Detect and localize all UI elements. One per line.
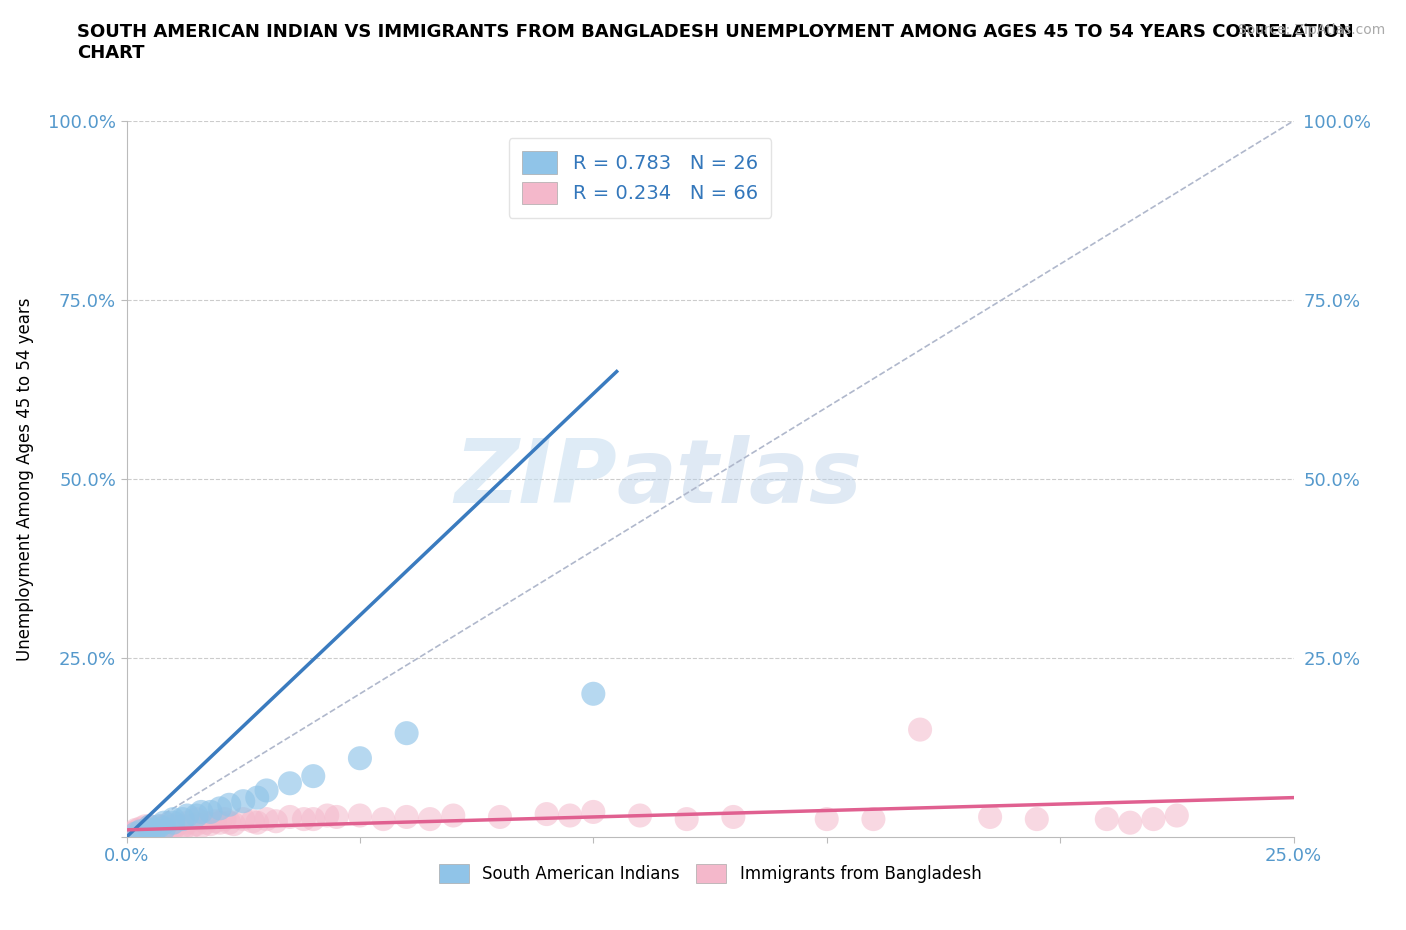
Point xyxy=(129,821,152,836)
Point xyxy=(628,808,651,823)
Point xyxy=(582,686,605,701)
Point xyxy=(349,808,371,823)
Point xyxy=(134,824,156,839)
Point xyxy=(979,809,1001,824)
Point xyxy=(302,812,325,827)
Point xyxy=(1166,808,1188,823)
Point xyxy=(1119,816,1142,830)
Point xyxy=(172,812,194,827)
Point xyxy=(139,826,162,841)
Point xyxy=(153,816,176,830)
Point xyxy=(292,812,315,827)
Point xyxy=(139,822,162,837)
Point xyxy=(134,818,156,833)
Point xyxy=(395,725,418,740)
Point xyxy=(139,818,162,833)
Point xyxy=(582,804,605,819)
Point xyxy=(536,806,558,821)
Point xyxy=(172,822,194,837)
Point xyxy=(176,808,198,823)
Point xyxy=(194,816,217,830)
Point xyxy=(208,801,231,816)
Point xyxy=(176,816,198,830)
Point xyxy=(675,812,697,827)
Point xyxy=(218,797,240,812)
Point xyxy=(157,817,180,831)
Point xyxy=(200,804,222,819)
Point xyxy=(190,818,212,833)
Point xyxy=(129,826,152,841)
Point xyxy=(256,812,278,827)
Point xyxy=(139,822,162,837)
Point xyxy=(1095,812,1118,827)
Point xyxy=(222,817,245,831)
Point xyxy=(723,809,745,824)
Point xyxy=(302,769,325,784)
Text: SOUTH AMERICAN INDIAN VS IMMIGRANTS FROM BANGLADESH UNEMPLOYMENT AMONG AGES 45 T: SOUTH AMERICAN INDIAN VS IMMIGRANTS FROM… xyxy=(77,23,1354,62)
Point xyxy=(186,808,208,823)
Point xyxy=(242,814,264,829)
Point xyxy=(1142,812,1164,827)
Point xyxy=(162,816,184,830)
Point xyxy=(157,822,180,837)
Point xyxy=(218,816,240,830)
Point xyxy=(349,751,371,765)
Point xyxy=(125,822,148,837)
Point xyxy=(134,826,156,841)
Point xyxy=(214,812,236,827)
Point xyxy=(143,824,166,839)
Point xyxy=(908,722,931,737)
Text: Source: ZipAtlas.com: Source: ZipAtlas.com xyxy=(1237,23,1385,37)
Legend: South American Indians, Immigrants from Bangladesh: South American Indians, Immigrants from … xyxy=(432,857,988,889)
Point xyxy=(120,826,142,841)
Point xyxy=(232,794,254,809)
Point xyxy=(148,818,170,833)
Text: atlas: atlas xyxy=(617,435,862,523)
Point xyxy=(162,818,184,833)
Point xyxy=(200,817,222,831)
Point xyxy=(143,822,166,837)
Point xyxy=(153,818,176,833)
Point xyxy=(815,812,838,827)
Point xyxy=(558,808,581,823)
Point xyxy=(278,809,301,824)
Point xyxy=(143,821,166,836)
Point xyxy=(1025,812,1047,827)
Y-axis label: Unemployment Among Ages 45 to 54 years: Unemployment Among Ages 45 to 54 years xyxy=(17,298,34,660)
Point xyxy=(186,817,208,831)
Point xyxy=(125,826,148,841)
Point xyxy=(325,809,347,824)
Point xyxy=(395,809,418,824)
Point xyxy=(186,812,208,827)
Point xyxy=(316,808,339,823)
Point xyxy=(148,818,170,833)
Point xyxy=(153,824,176,839)
Point xyxy=(489,809,512,824)
Point xyxy=(167,817,190,831)
Point xyxy=(125,824,148,839)
Point xyxy=(419,812,441,827)
Point xyxy=(153,821,176,836)
Point xyxy=(264,814,287,829)
Point xyxy=(441,808,464,823)
Point xyxy=(148,822,170,837)
Point xyxy=(172,818,194,833)
Point xyxy=(278,776,301,790)
Point xyxy=(190,804,212,819)
Point xyxy=(862,812,884,827)
Point xyxy=(208,816,231,830)
Point xyxy=(204,814,226,829)
Point xyxy=(232,812,254,827)
Point xyxy=(256,783,278,798)
Text: ZIP: ZIP xyxy=(454,435,617,523)
Point xyxy=(246,790,269,805)
Point xyxy=(162,821,184,836)
Point xyxy=(373,812,395,827)
Point xyxy=(139,818,162,833)
Point xyxy=(129,824,152,839)
Point xyxy=(246,816,269,830)
Point xyxy=(180,818,202,833)
Point xyxy=(162,812,184,827)
